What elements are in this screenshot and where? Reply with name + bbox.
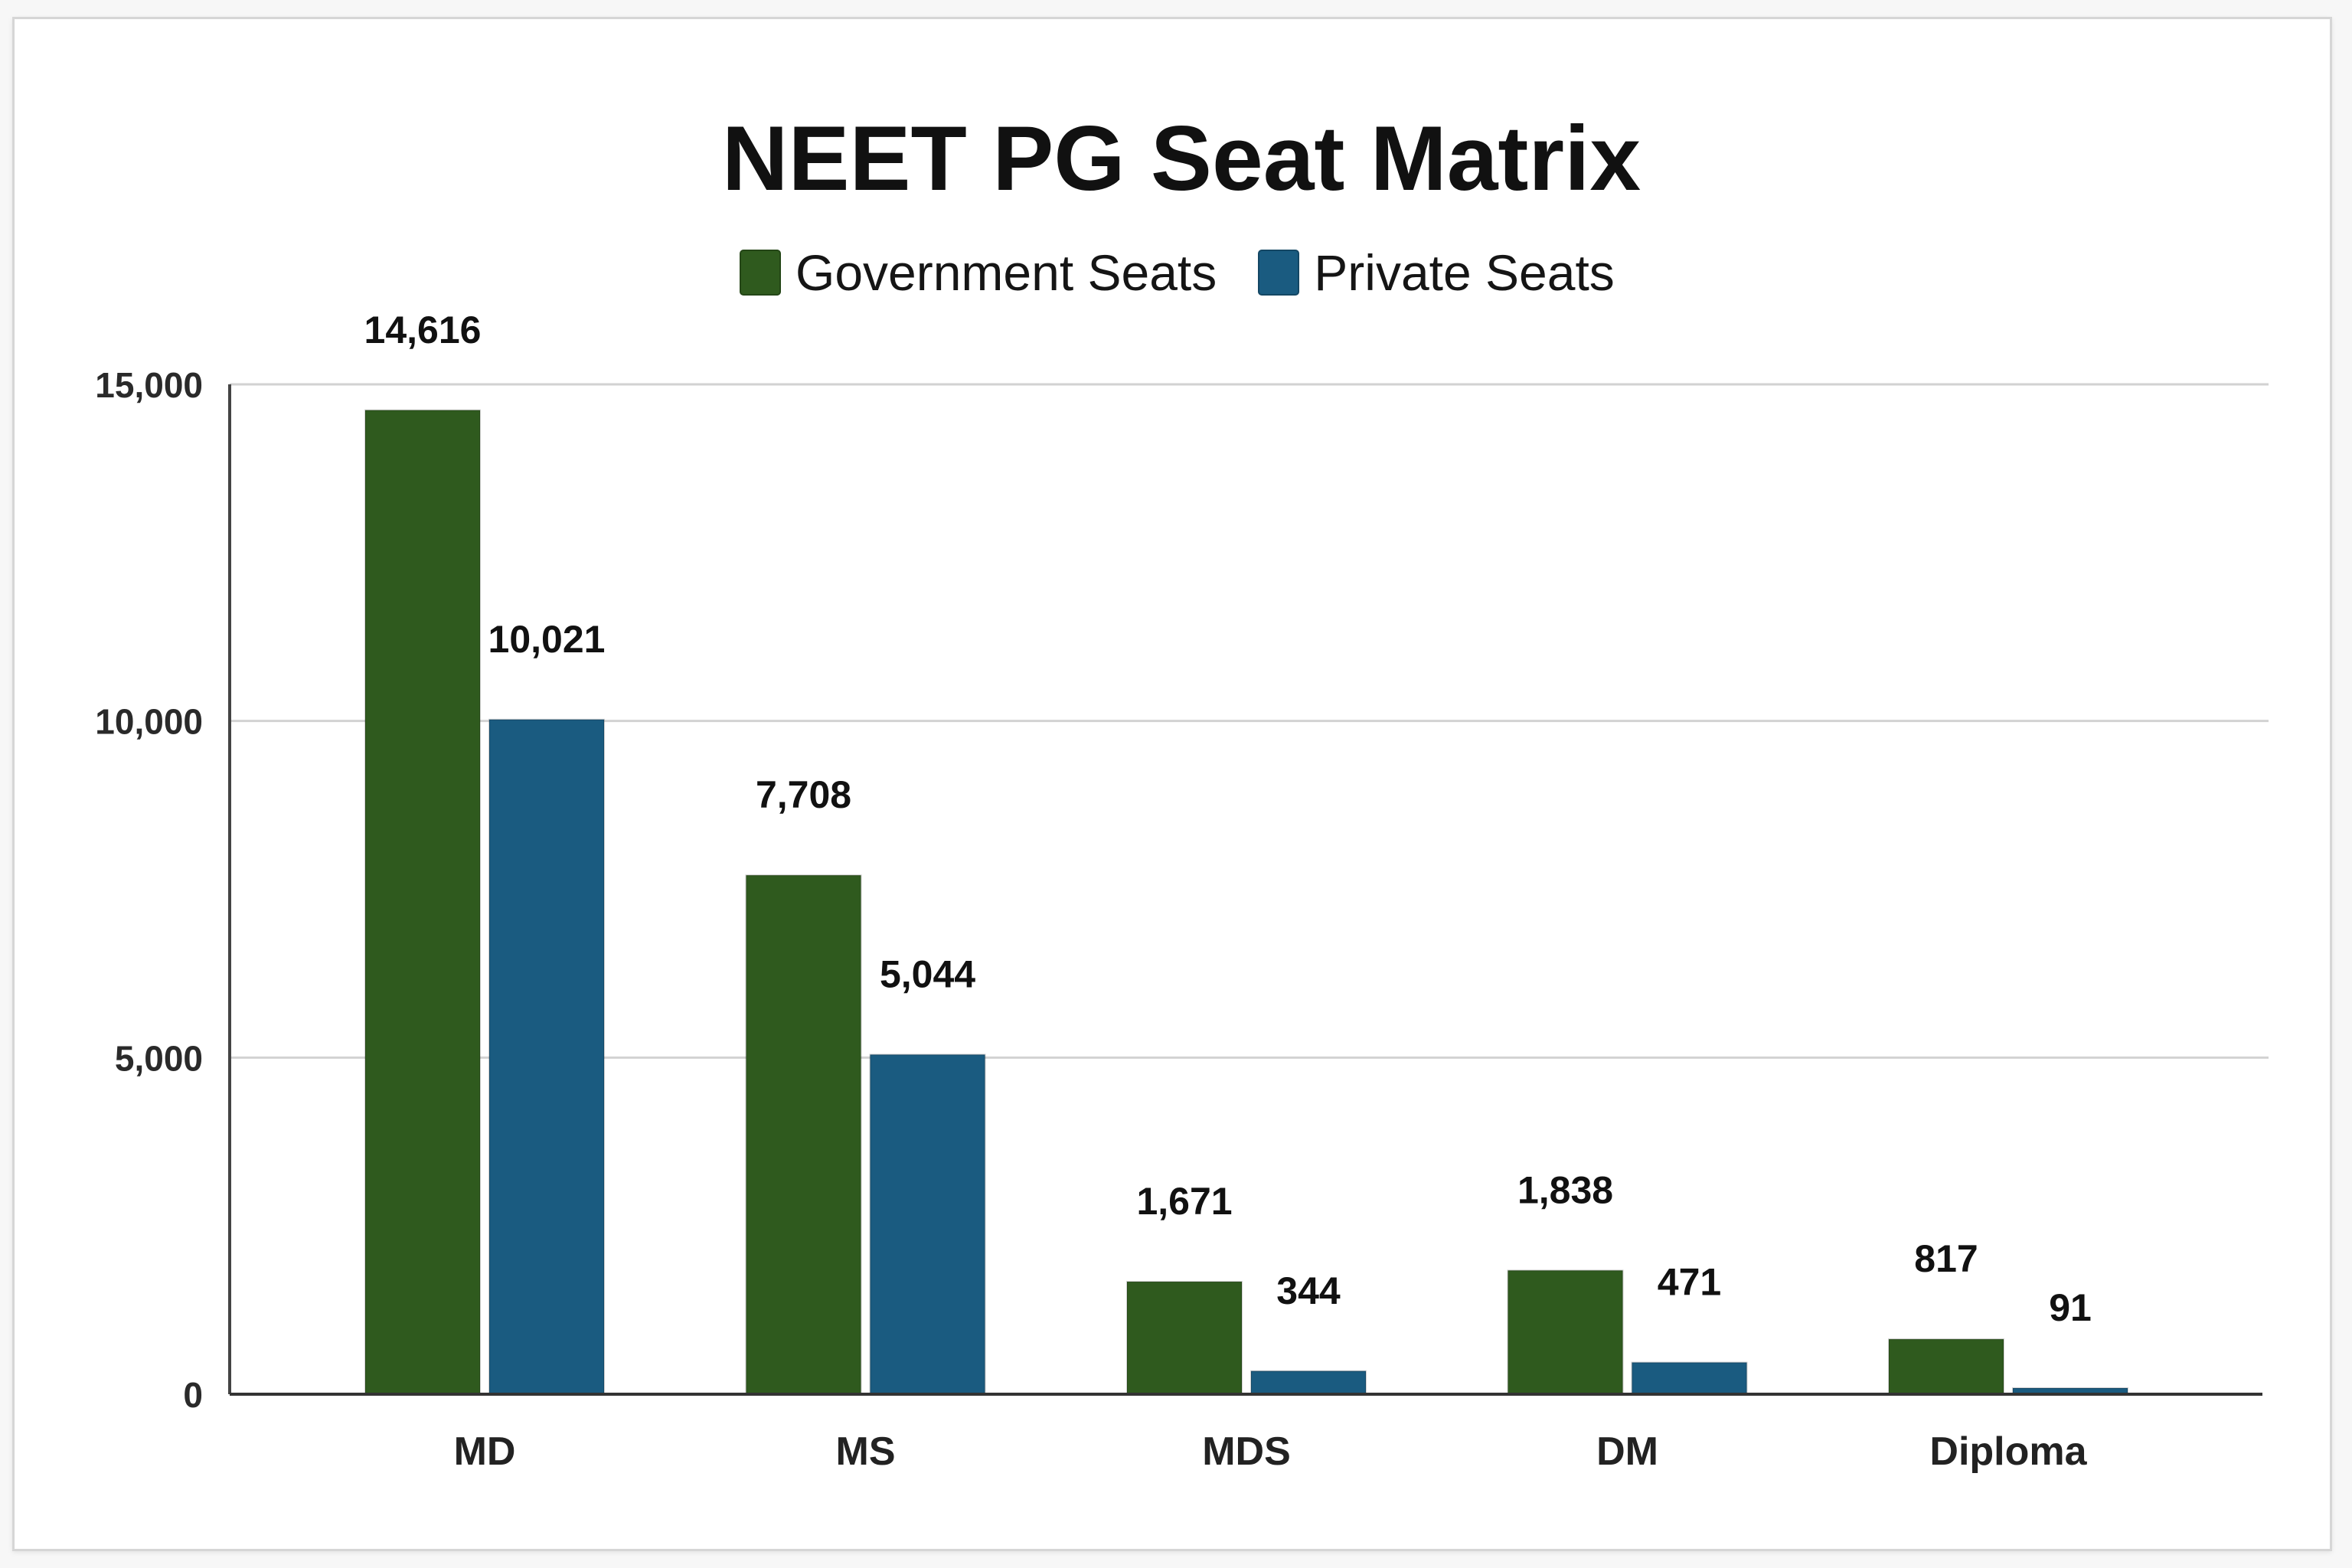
data-label-private-seats-md: 10,021 bbox=[488, 618, 606, 661]
labels: 0 5,000 10,000 15,000 14,616 10,021 MD 7,708 5,0… bbox=[95, 309, 2092, 1474]
legend-item-government-seats: Government Seats bbox=[740, 247, 1217, 298]
data-label-private-seats-ms: 5,044 bbox=[880, 952, 975, 995]
bar-government-seats-diploma bbox=[1888, 1338, 2004, 1395]
category-label-ms: MS bbox=[836, 1429, 896, 1474]
data-label-government-seats-md: 14,616 bbox=[364, 309, 482, 351]
y-tick-label-10000: 10,000 bbox=[95, 702, 203, 742]
data-label-private-seats-dm: 471 bbox=[1658, 1261, 1721, 1304]
bar-private-seats-dm bbox=[1631, 1361, 1748, 1395]
bar-private-seats-ms bbox=[869, 1054, 986, 1395]
y-tick-label-0: 0 bbox=[183, 1375, 203, 1415]
category-label-diploma: Diploma bbox=[1929, 1429, 2087, 1474]
legend-item-private-seats: Private Seats bbox=[1258, 247, 1615, 298]
data-label-government-seats-ms: 7,708 bbox=[756, 773, 851, 816]
bar-government-seats-mds bbox=[1126, 1281, 1243, 1395]
axes bbox=[228, 384, 2262, 1396]
bar-government-seats-ms bbox=[745, 874, 862, 1395]
data-label-government-seats-diploma: 817 bbox=[1914, 1237, 1978, 1280]
legend-label-government-seats: Government Seats bbox=[795, 244, 1217, 301]
bar-government-seats-dm bbox=[1507, 1269, 1624, 1395]
legend: Government Seats Private Seats bbox=[740, 247, 1615, 298]
data-label-private-seats-diploma: 91 bbox=[2049, 1286, 2092, 1329]
category-label-mds: MDS bbox=[1202, 1429, 1291, 1474]
bars bbox=[364, 409, 2128, 1396]
chart-title: NEET PG Seat Matrix bbox=[721, 107, 1642, 210]
bar-private-seats-mds bbox=[1250, 1370, 1367, 1396]
category-label-dm: DM bbox=[1596, 1429, 1658, 1474]
data-label-government-seats-mds: 1,671 bbox=[1136, 1180, 1232, 1223]
category-label-md: MD bbox=[454, 1429, 516, 1474]
y-tick-label-15000: 15,000 bbox=[95, 365, 203, 405]
bar-private-seats-md bbox=[488, 718, 605, 1395]
data-label-private-seats-mds: 344 bbox=[1276, 1269, 1341, 1312]
y-tick-label-5000: 5,000 bbox=[115, 1038, 203, 1078]
legend-swatch-government-seats bbox=[740, 250, 781, 296]
data-label-government-seats-dm: 1,838 bbox=[1517, 1168, 1613, 1211]
legend-swatch-private-seats bbox=[1258, 250, 1300, 296]
bar-government-seats-md bbox=[364, 409, 481, 1396]
legend-label-private-seats: Private Seats bbox=[1314, 244, 1615, 301]
